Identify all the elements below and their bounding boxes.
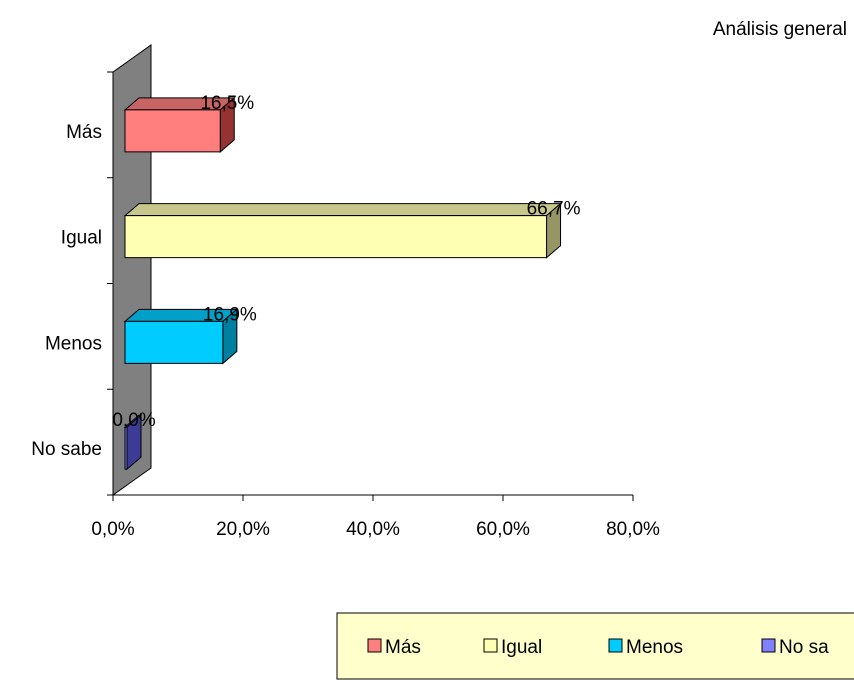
x-tick-label: 20,0% — [216, 519, 270, 540]
x-tick-label: 60,0% — [476, 519, 530, 540]
bar-front — [124, 215, 548, 259]
legend-swatch — [761, 638, 776, 653]
data-label: 16,5% — [200, 93, 254, 114]
bar — [123, 414, 143, 471]
x-tick-label: 80,0% — [606, 519, 660, 540]
x-tick-label: 0,0% — [91, 519, 134, 540]
x-tick-label: 40,0% — [346, 519, 400, 540]
data-labels: 16,5% 66,7% 16,9% 0,0% — [112, 93, 580, 431]
bars — [123, 96, 562, 471]
bar — [123, 202, 562, 259]
data-label: 0,0% — [112, 410, 155, 431]
data-label: 16,9% — [203, 304, 257, 325]
x-ticks: 0,0% 20,0% 40,0% 60,0% 80,0% — [91, 495, 660, 540]
legend: Más Igual Menos No sa — [336, 612, 854, 680]
legend-label: Más — [385, 637, 421, 658]
bar-front — [124, 320, 224, 364]
bar-front — [124, 426, 128, 470]
y-ticks — [107, 71, 113, 496]
category-label: Igual — [61, 228, 102, 249]
legend-label: Igual — [501, 637, 542, 658]
legend-swatch — [367, 638, 382, 653]
bar — [123, 308, 239, 365]
data-label: 66,7% — [527, 199, 581, 220]
category-label: Más — [66, 122, 102, 143]
chart-title: Análisis general — [713, 19, 847, 40]
legend-label: No sa — [779, 637, 829, 658]
bar — [123, 96, 236, 153]
legend-swatch — [483, 638, 498, 653]
category-label: No sabe — [31, 439, 102, 460]
legend-swatch — [608, 638, 623, 653]
bar-front — [124, 109, 221, 153]
bar-top — [123, 203, 562, 217]
category-labels: Más Igual Menos No sabe — [31, 122, 102, 460]
legend-label: Menos — [626, 637, 683, 658]
category-label: Menos — [45, 333, 102, 354]
